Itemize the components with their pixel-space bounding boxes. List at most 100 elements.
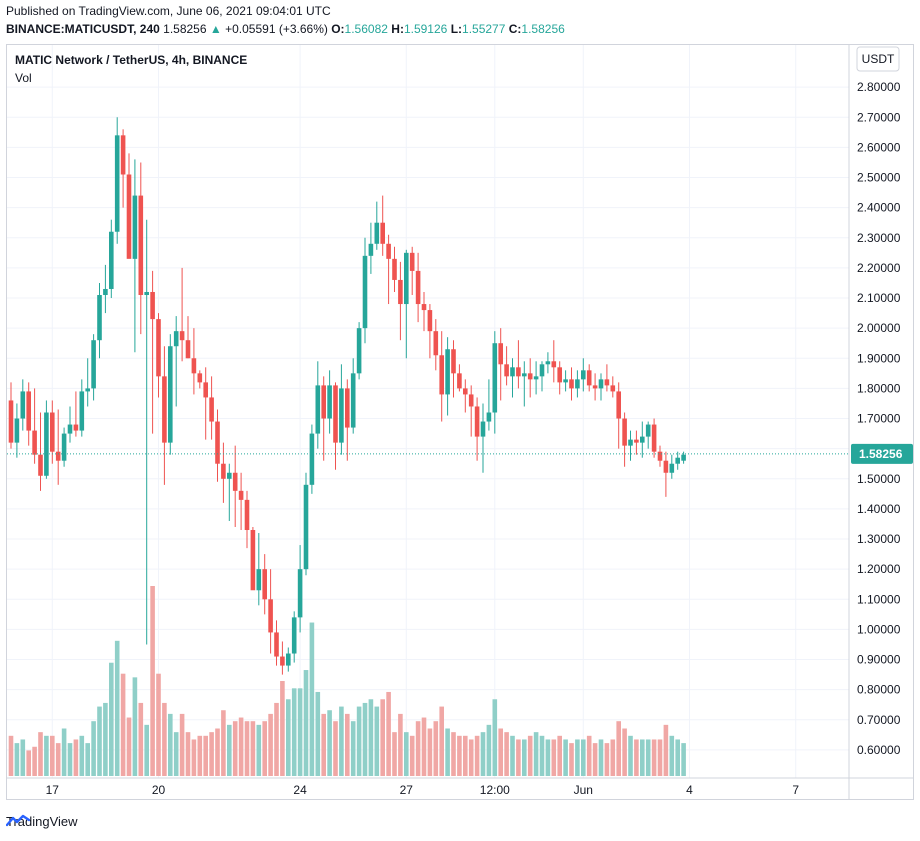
- footer: TradingView: [6, 814, 78, 829]
- y-tick-label: 2.10000: [857, 291, 901, 305]
- volume-bar: [563, 739, 568, 776]
- candle-body: [380, 222, 385, 244]
- candle-body: [14, 418, 20, 443]
- candle-body: [663, 460, 669, 473]
- candle-body: [173, 331, 179, 347]
- candle-body: [44, 412, 49, 476]
- volume-bar: [468, 739, 474, 776]
- volume-bar: [634, 739, 639, 776]
- candle-body: [232, 472, 238, 491]
- volume-bar: [339, 706, 344, 776]
- volume-bar: [345, 713, 350, 776]
- volume-bar: [628, 735, 633, 776]
- candle-body: [79, 391, 85, 431]
- candle-body: [209, 397, 214, 422]
- volume-bar: [610, 739, 616, 776]
- volume-bar: [427, 728, 433, 776]
- y-tick-label: 0.60000: [857, 743, 901, 757]
- volume-bar: [262, 721, 267, 776]
- volume-bar: [97, 706, 102, 776]
- high-value: 1.59126: [403, 22, 448, 36]
- y-tick-label: 1.10000: [857, 592, 901, 606]
- volume-bar: [309, 622, 315, 776]
- volume-bar: [144, 724, 149, 776]
- volume-bar: [421, 717, 427, 776]
- volume-bar: [504, 732, 509, 776]
- candle-body: [309, 433, 315, 485]
- volume-bar: [327, 710, 332, 776]
- volume-bar: [244, 721, 250, 776]
- volume-bar: [622, 728, 627, 776]
- tradingview-logo-icon: [6, 814, 30, 827]
- volume-bar: [457, 735, 462, 776]
- volume-bar: [374, 706, 380, 776]
- close-label: C:: [508, 22, 522, 36]
- y-tick-label: 2.40000: [857, 201, 901, 215]
- volume-bar: [581, 739, 586, 776]
- symbol-name[interactable]: BINANCE:MATICUSDT, 240: [6, 22, 160, 36]
- volume-bar: [203, 735, 208, 776]
- volume-bar: [551, 739, 557, 776]
- volume-bar: [227, 724, 232, 776]
- volume-bar: [409, 735, 415, 776]
- chart-frame[interactable]: 0.60000 0.70000 0.80000 0.90000 1.00000 1.100…: [6, 44, 914, 800]
- volume-bar: [350, 721, 356, 776]
- candle-body: [244, 499, 250, 531]
- volume-bar: [291, 688, 297, 776]
- volume-bar: [138, 702, 144, 776]
- candle-body: [238, 490, 244, 500]
- volume-bar: [368, 699, 374, 776]
- volume-bar: [557, 735, 562, 776]
- last-price: 1.58256: [163, 22, 207, 36]
- candle-body: [498, 343, 503, 365]
- candle-body: [681, 454, 686, 461]
- volume-bar: [303, 670, 309, 776]
- volume-bar: [61, 728, 67, 776]
- volume-bar: [274, 702, 279, 776]
- candle-body: [592, 385, 598, 389]
- volume-bar: [132, 677, 138, 776]
- volume-bar: [280, 681, 285, 776]
- candle-body: [445, 349, 450, 395]
- volume-bar: [474, 735, 480, 776]
- candle-body: [622, 418, 627, 446]
- y-tick-label: 1.70000: [857, 412, 901, 426]
- candle-body: [333, 385, 338, 443]
- candle-body: [227, 472, 232, 479]
- volume-bar: [32, 746, 37, 776]
- volume-bar: [480, 732, 486, 776]
- candle-body: [327, 385, 332, 419]
- volume-bar: [404, 732, 409, 776]
- volume-bar: [85, 743, 90, 776]
- candle-body: [150, 291, 155, 320]
- candle-body: [67, 424, 73, 434]
- candle-body: [557, 367, 562, 383]
- candle-body: [120, 135, 126, 175]
- candle-body: [474, 406, 480, 437]
- candle-body: [433, 331, 439, 356]
- candle-body: [61, 433, 67, 461]
- volume-bar: [527, 735, 533, 776]
- candle-body: [20, 391, 26, 419]
- volume-bar: [415, 721, 421, 776]
- volume-bar: [191, 739, 197, 776]
- volume-bar: [545, 739, 551, 776]
- candle-body: [138, 195, 144, 296]
- candle-body: [91, 340, 96, 389]
- volume-bar: [221, 710, 226, 776]
- candle-body: [545, 361, 551, 365]
- candle-body: [97, 295, 102, 341]
- high-label: H:: [391, 22, 404, 36]
- volume-bar: [109, 662, 114, 776]
- volume-bar: [651, 739, 657, 776]
- candle-body: [297, 569, 303, 618]
- candle-body: [628, 439, 633, 446]
- candlestick-chart[interactable]: 0.60000 0.70000 0.80000 0.90000 1.00000 1.100…: [7, 45, 913, 799]
- candle-body: [156, 319, 161, 377]
- volume-bar: [168, 713, 173, 776]
- candle-body: [26, 391, 31, 431]
- candle-body: [492, 343, 498, 413]
- volume-bar: [315, 691, 321, 776]
- candle-body: [221, 463, 226, 479]
- candle-body: [126, 174, 132, 259]
